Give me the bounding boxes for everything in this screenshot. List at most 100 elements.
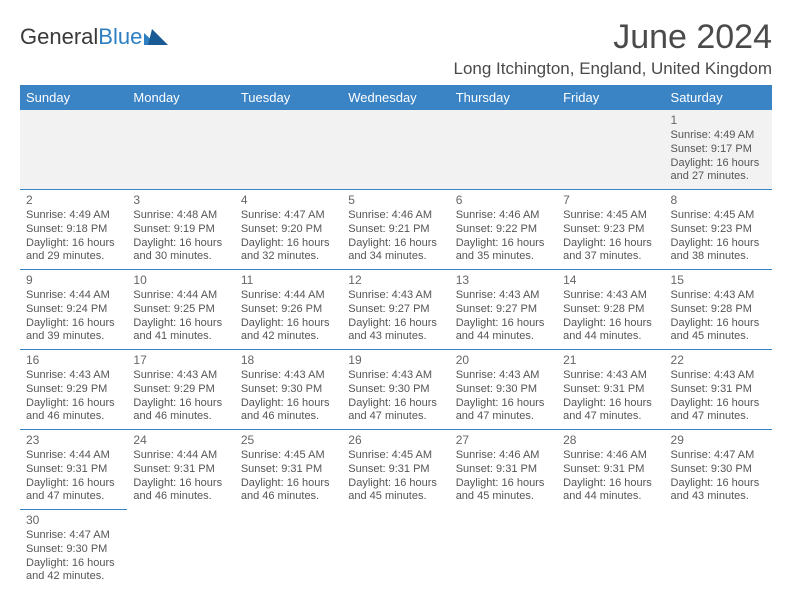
calendar-cell [127,510,234,590]
daylight-text: Daylight: 16 hours [133,477,228,491]
daylight-text: Daylight: 16 hours [241,397,336,411]
sunrise-text: Sunrise: 4:43 AM [133,369,228,383]
sunset-text: Sunset: 9:24 PM [26,303,121,317]
sunrise-text: Sunrise: 4:45 AM [348,449,443,463]
sunset-text: Sunset: 9:30 PM [348,383,443,397]
day-number: 9 [26,273,121,288]
day-number: 12 [348,273,443,288]
sunrise-text: Sunrise: 4:43 AM [671,289,766,303]
calendar-cell: 14Sunrise: 4:43 AMSunset: 9:28 PMDayligh… [557,270,664,350]
daylight-text: Daylight: 16 hours [671,317,766,331]
sunset-text: Sunset: 9:26 PM [241,303,336,317]
calendar-cell [20,110,127,190]
day-number: 14 [563,273,658,288]
day-header: Tuesday [235,85,342,110]
daylight-text: Daylight: 16 hours [456,237,551,251]
calendar-cell [450,110,557,190]
calendar-cell [557,510,664,590]
calendar-cell: 18Sunrise: 4:43 AMSunset: 9:30 PMDayligh… [235,350,342,430]
day-number: 3 [133,193,228,208]
daylight-text-2: and 29 minutes. [26,250,121,264]
sunset-text: Sunset: 9:31 PM [348,463,443,477]
calendar-row: 30Sunrise: 4:47 AMSunset: 9:30 PMDayligh… [20,510,772,590]
daylight-text: Daylight: 16 hours [348,397,443,411]
day-number: 24 [133,433,228,448]
daylight-text: Daylight: 16 hours [348,317,443,331]
day-number: 4 [241,193,336,208]
day-number: 19 [348,353,443,368]
sunrise-text: Sunrise: 4:43 AM [671,369,766,383]
header: GeneralBlue June 2024 Long Itchington, E… [20,18,772,85]
sunset-text: Sunset: 9:27 PM [456,303,551,317]
daylight-text: Daylight: 16 hours [563,317,658,331]
sunrise-text: Sunrise: 4:44 AM [26,289,121,303]
day-header: Sunday [20,85,127,110]
day-number: 8 [671,193,766,208]
day-number: 13 [456,273,551,288]
day-number: 7 [563,193,658,208]
daylight-text-2: and 35 minutes. [456,250,551,264]
day-number: 10 [133,273,228,288]
calendar-cell: 20Sunrise: 4:43 AMSunset: 9:30 PMDayligh… [450,350,557,430]
day-number: 1 [671,113,766,128]
daylight-text: Daylight: 16 hours [26,237,121,251]
daylight-text-2: and 47 minutes. [563,410,658,424]
sunrise-text: Sunrise: 4:44 AM [133,449,228,463]
sunset-text: Sunset: 9:31 PM [26,463,121,477]
daylight-text: Daylight: 16 hours [133,317,228,331]
daylight-text: Daylight: 16 hours [671,237,766,251]
sunset-text: Sunset: 9:25 PM [133,303,228,317]
daylight-text-2: and 45 minutes. [671,330,766,344]
daylight-text-2: and 47 minutes. [456,410,551,424]
daylight-text-2: and 27 minutes. [671,170,766,184]
sunset-text: Sunset: 9:23 PM [563,223,658,237]
daylight-text-2: and 47 minutes. [671,410,766,424]
daylight-text: Daylight: 16 hours [671,397,766,411]
daylight-text-2: and 47 minutes. [348,410,443,424]
daylight-text: Daylight: 16 hours [671,157,766,171]
sunrise-text: Sunrise: 4:44 AM [26,449,121,463]
daylight-text-2: and 46 minutes. [241,490,336,504]
sunset-text: Sunset: 9:28 PM [563,303,658,317]
daylight-text: Daylight: 16 hours [348,477,443,491]
daylight-text: Daylight: 16 hours [456,317,551,331]
daylight-text: Daylight: 16 hours [563,477,658,491]
daylight-text-2: and 34 minutes. [348,250,443,264]
daylight-text-2: and 46 minutes. [26,410,121,424]
sunset-text: Sunset: 9:30 PM [671,463,766,477]
daylight-text-2: and 41 minutes. [133,330,228,344]
calendar-cell [235,110,342,190]
month-title: June 2024 [453,18,772,57]
sunset-text: Sunset: 9:29 PM [133,383,228,397]
sunset-text: Sunset: 9:31 PM [241,463,336,477]
sunrise-text: Sunrise: 4:43 AM [563,369,658,383]
calendar-cell [235,510,342,590]
sunset-text: Sunset: 9:31 PM [133,463,228,477]
calendar-cell: 11Sunrise: 4:44 AMSunset: 9:26 PMDayligh… [235,270,342,350]
calendar-cell: 29Sunrise: 4:47 AMSunset: 9:30 PMDayligh… [665,430,772,510]
sunrise-text: Sunrise: 4:43 AM [456,289,551,303]
daylight-text-2: and 46 minutes. [133,490,228,504]
daylight-text-2: and 46 minutes. [133,410,228,424]
calendar-cell: 22Sunrise: 4:43 AMSunset: 9:31 PMDayligh… [665,350,772,430]
day-header: Thursday [450,85,557,110]
calendar-row: 16Sunrise: 4:43 AMSunset: 9:29 PMDayligh… [20,350,772,430]
daylight-text-2: and 42 minutes. [241,330,336,344]
daylight-text-2: and 45 minutes. [456,490,551,504]
calendar-cell: 10Sunrise: 4:44 AMSunset: 9:25 PMDayligh… [127,270,234,350]
daylight-text: Daylight: 16 hours [241,317,336,331]
daylight-text-2: and 47 minutes. [26,490,121,504]
logo-text-2: Blue [98,24,142,50]
sunset-text: Sunset: 9:19 PM [133,223,228,237]
calendar-cell: 6Sunrise: 4:46 AMSunset: 9:22 PMDaylight… [450,190,557,270]
calendar-cell [557,110,664,190]
daylight-text: Daylight: 16 hours [26,477,121,491]
day-number: 28 [563,433,658,448]
sunrise-text: Sunrise: 4:47 AM [671,449,766,463]
daylight-text-2: and 44 minutes. [563,490,658,504]
calendar-row: 9Sunrise: 4:44 AMSunset: 9:24 PMDaylight… [20,270,772,350]
day-header-row: Sunday Monday Tuesday Wednesday Thursday… [20,85,772,110]
sunrise-text: Sunrise: 4:44 AM [241,289,336,303]
sunset-text: Sunset: 9:30 PM [456,383,551,397]
day-number: 6 [456,193,551,208]
